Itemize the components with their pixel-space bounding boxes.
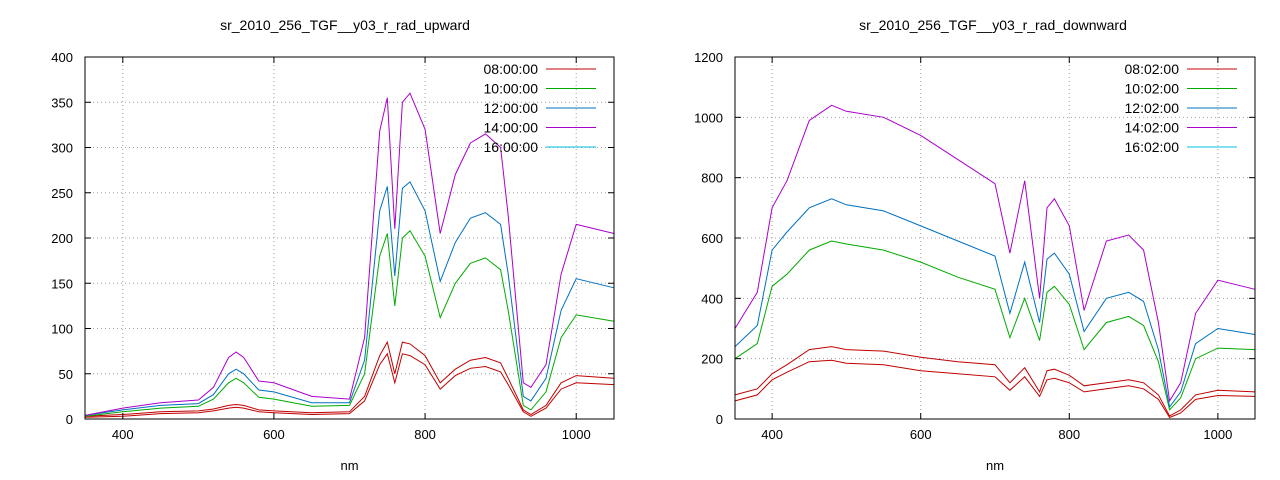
x-axis-label: nm xyxy=(340,458,358,473)
series-line xyxy=(84,92,615,416)
y-tick-label: 0 xyxy=(716,412,723,427)
legend-label: 14:02:00 xyxy=(1125,120,1180,136)
series-line xyxy=(84,181,615,416)
series-line xyxy=(734,104,1256,403)
legend-label: 16:02:00 xyxy=(1125,139,1180,155)
legend-label: 10:00:00 xyxy=(484,81,539,97)
legend-label: 08:02:00 xyxy=(1125,61,1180,77)
y-tick-label: 1200 xyxy=(694,50,723,65)
x-tick-label: 600 xyxy=(263,427,285,442)
legend-label: 08:00:00 xyxy=(484,61,539,77)
series-line xyxy=(734,240,1256,411)
y-tick-label: 800 xyxy=(701,171,723,186)
series-line xyxy=(734,198,1256,409)
series-line xyxy=(734,346,1256,417)
x-tick-label: 800 xyxy=(1058,427,1080,442)
y-tick-label: 150 xyxy=(51,276,73,291)
series-line xyxy=(84,352,615,418)
y-tick-label: 600 xyxy=(701,231,723,246)
legend-label: 10:02:00 xyxy=(1125,81,1180,97)
legend-label: 12:00:00 xyxy=(484,100,539,116)
x-tick-label: 800 xyxy=(414,427,436,442)
x-tick-label: 400 xyxy=(112,427,134,442)
legend-label: 16:00:00 xyxy=(484,139,539,155)
series-line xyxy=(84,230,615,417)
chart-panel-upward: sr_2010_256_TGF__y03_r_rad_upward 400 600 8… xyxy=(51,17,615,473)
x-axis-label: nm xyxy=(986,458,1004,473)
y-tick-label: 400 xyxy=(701,291,723,306)
legend-label: 12:02:00 xyxy=(1125,100,1180,116)
x-tick-label: 1000 xyxy=(1203,427,1232,442)
legend-label: 14:00:00 xyxy=(484,120,539,136)
chart-panel-downward: sr_2010_256_TGF__y03_r_rad_downward 400 60… xyxy=(694,17,1256,473)
y-tick-label: 200 xyxy=(701,352,723,367)
y-tick-label: 350 xyxy=(51,95,73,110)
y-tick-label: 1000 xyxy=(694,110,723,125)
y-tick-label: 250 xyxy=(51,186,73,201)
series-line xyxy=(734,359,1256,419)
y-tick-label: 100 xyxy=(51,322,73,337)
x-tick-label: 400 xyxy=(761,427,783,442)
y-tick-label: 200 xyxy=(51,231,73,246)
x-tick-label: 600 xyxy=(910,427,932,442)
series-line xyxy=(84,340,615,417)
x-tick-label: 1000 xyxy=(562,427,591,442)
y-tick-label: 400 xyxy=(51,50,73,65)
chart-title: sr_2010_256_TGF__y03_r_rad_downward xyxy=(859,17,1127,33)
y-tick-label: 50 xyxy=(59,367,73,382)
y-tick-label: 0 xyxy=(66,412,73,427)
y-tick-label: 300 xyxy=(51,141,73,156)
chart-title: sr_2010_256_TGF__y03_r_rad_upward xyxy=(220,17,470,33)
